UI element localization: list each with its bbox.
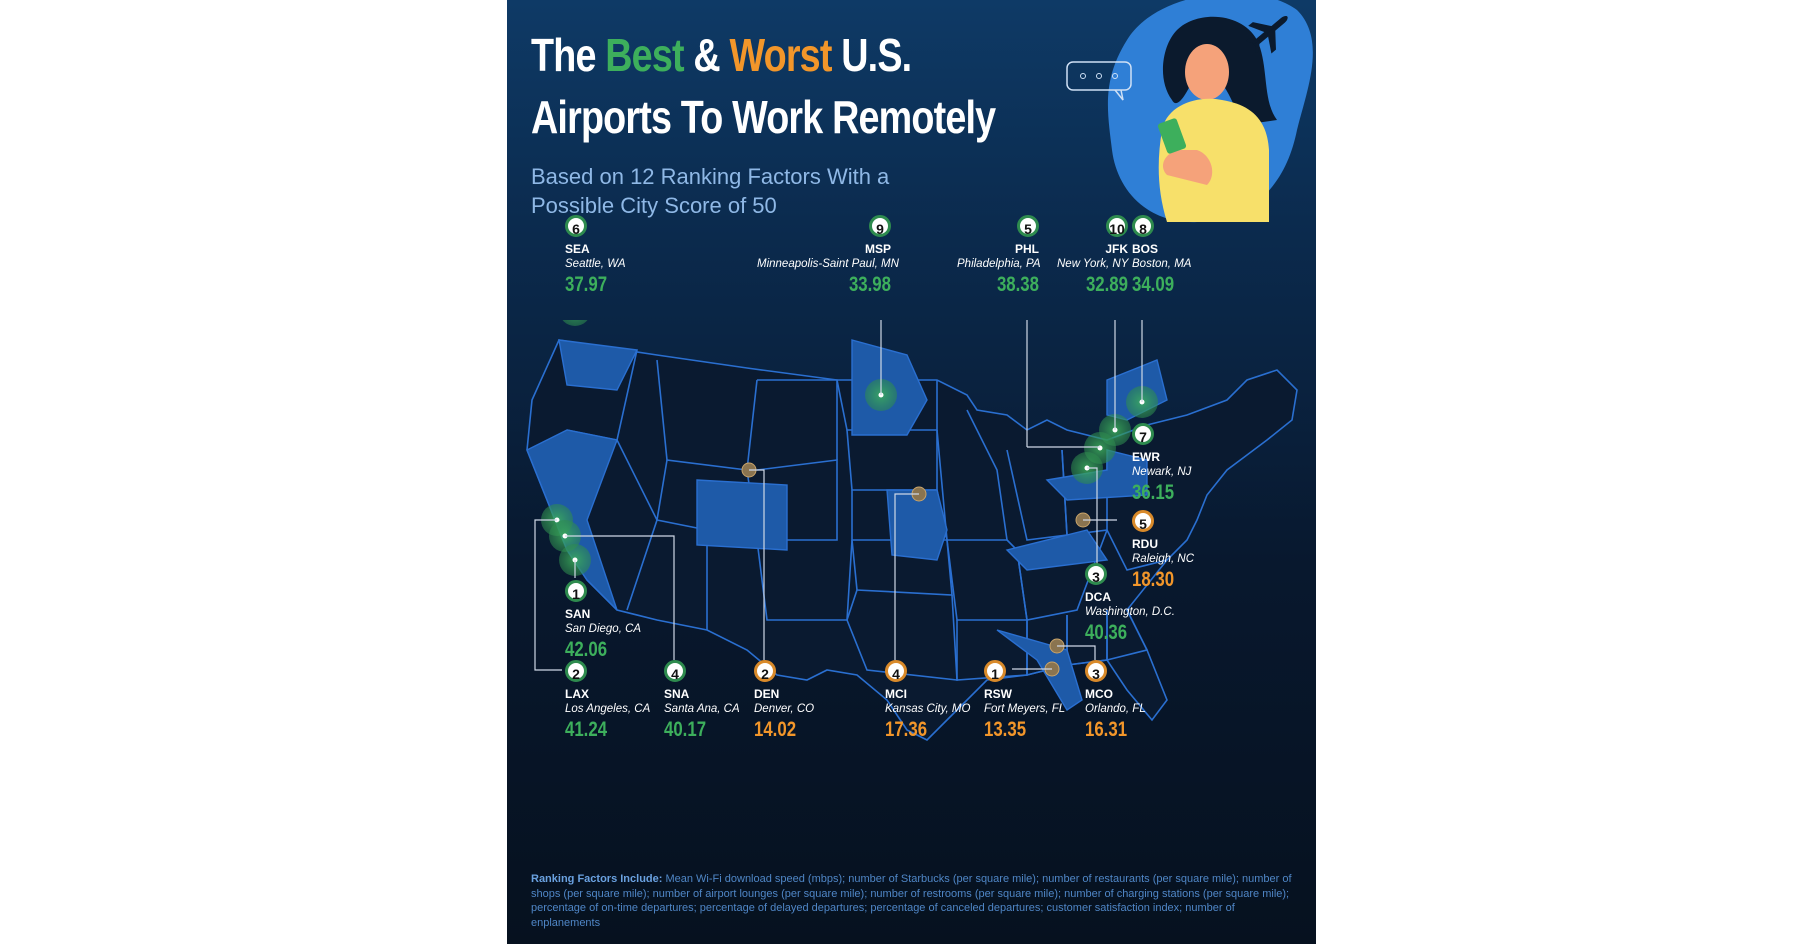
- airport-label-jfk: 10 JFK New York, NY 32.89: [1057, 215, 1128, 297]
- airport-label-bos: 8 BOS Boston, MA 34.09: [1132, 215, 1191, 297]
- airport-label-ewr: 7 EWR Newark, NJ 36.15: [1132, 423, 1191, 505]
- rank-badge: 8: [1132, 215, 1154, 237]
- rank-badge: 5: [1132, 510, 1154, 532]
- rank-badge: 4: [885, 660, 907, 682]
- rank-badge: 9: [869, 215, 891, 237]
- airport-label-lax: 2 LAX Los Angeles, CA 41.24: [565, 660, 650, 742]
- airport-label-mco: 3 MCO Orlando, FL 16.31: [1085, 660, 1146, 742]
- rank-badge: 1: [565, 580, 587, 602]
- airport-label-rsw: 1 RSW Fort Meyers, FL 13.35: [984, 660, 1065, 742]
- airport-label-msp: 9 MSP Minneapolis-Saint Paul, MN 33.98: [757, 215, 899, 297]
- chat-bubble-icon: [1066, 61, 1132, 101]
- ranking-factors-footnote: Ranking Factors Include: Mean Wi-Fi down…: [531, 873, 1292, 929]
- rank-badge: 1: [984, 660, 1006, 682]
- subtitle: Based on 12 Ranking Factors With a Possi…: [531, 164, 890, 218]
- airport-label-mci: 4 MCI Kansas City, MO 17.36: [885, 660, 970, 742]
- rank-badge: 5: [1017, 215, 1039, 237]
- rank-badge: 10: [1106, 215, 1128, 237]
- infographic: The Best & Worst U.S. Airports To Work R…: [507, 0, 1316, 944]
- rank-badge: 3: [1085, 563, 1107, 585]
- airport-label-sea: 6 SEA Seattle, WA 37.97: [565, 215, 626, 297]
- rank-badge: 3: [1085, 660, 1107, 682]
- rank-badge: 4: [664, 660, 686, 682]
- page-title: The Best & Worst U.S. Airports To Work R…: [531, 29, 996, 143]
- rank-badge: 6: [565, 215, 587, 237]
- airport-label-dca: 3 DCA Washington, D.C. 40.36: [1085, 563, 1175, 645]
- rank-badge: 7: [1132, 423, 1154, 445]
- airport-label-den: 2 DEN Denver, CO 14.02: [754, 660, 814, 742]
- airport-label-rdu: 5 RDU Raleigh, NC 18.30: [1132, 510, 1194, 592]
- woman-with-phone-illustration: [1066, 0, 1313, 223]
- airport-label-phl: 5 PHL Philadelphia, PA 38.38: [957, 215, 1041, 297]
- airport-label-sna: 4 SNA Santa Ana, CA 40.17: [664, 660, 740, 742]
- us-map: [526, 320, 1298, 741]
- airplane-icon: [1245, 16, 1288, 54]
- title-worst-word: Worst: [729, 29, 832, 81]
- rank-badge: 2: [754, 660, 776, 682]
- airport-label-san: 1 SAN San Diego, CA 42.06: [565, 580, 641, 662]
- title-best-word: Best: [605, 29, 684, 81]
- rank-badge: 2: [565, 660, 587, 682]
